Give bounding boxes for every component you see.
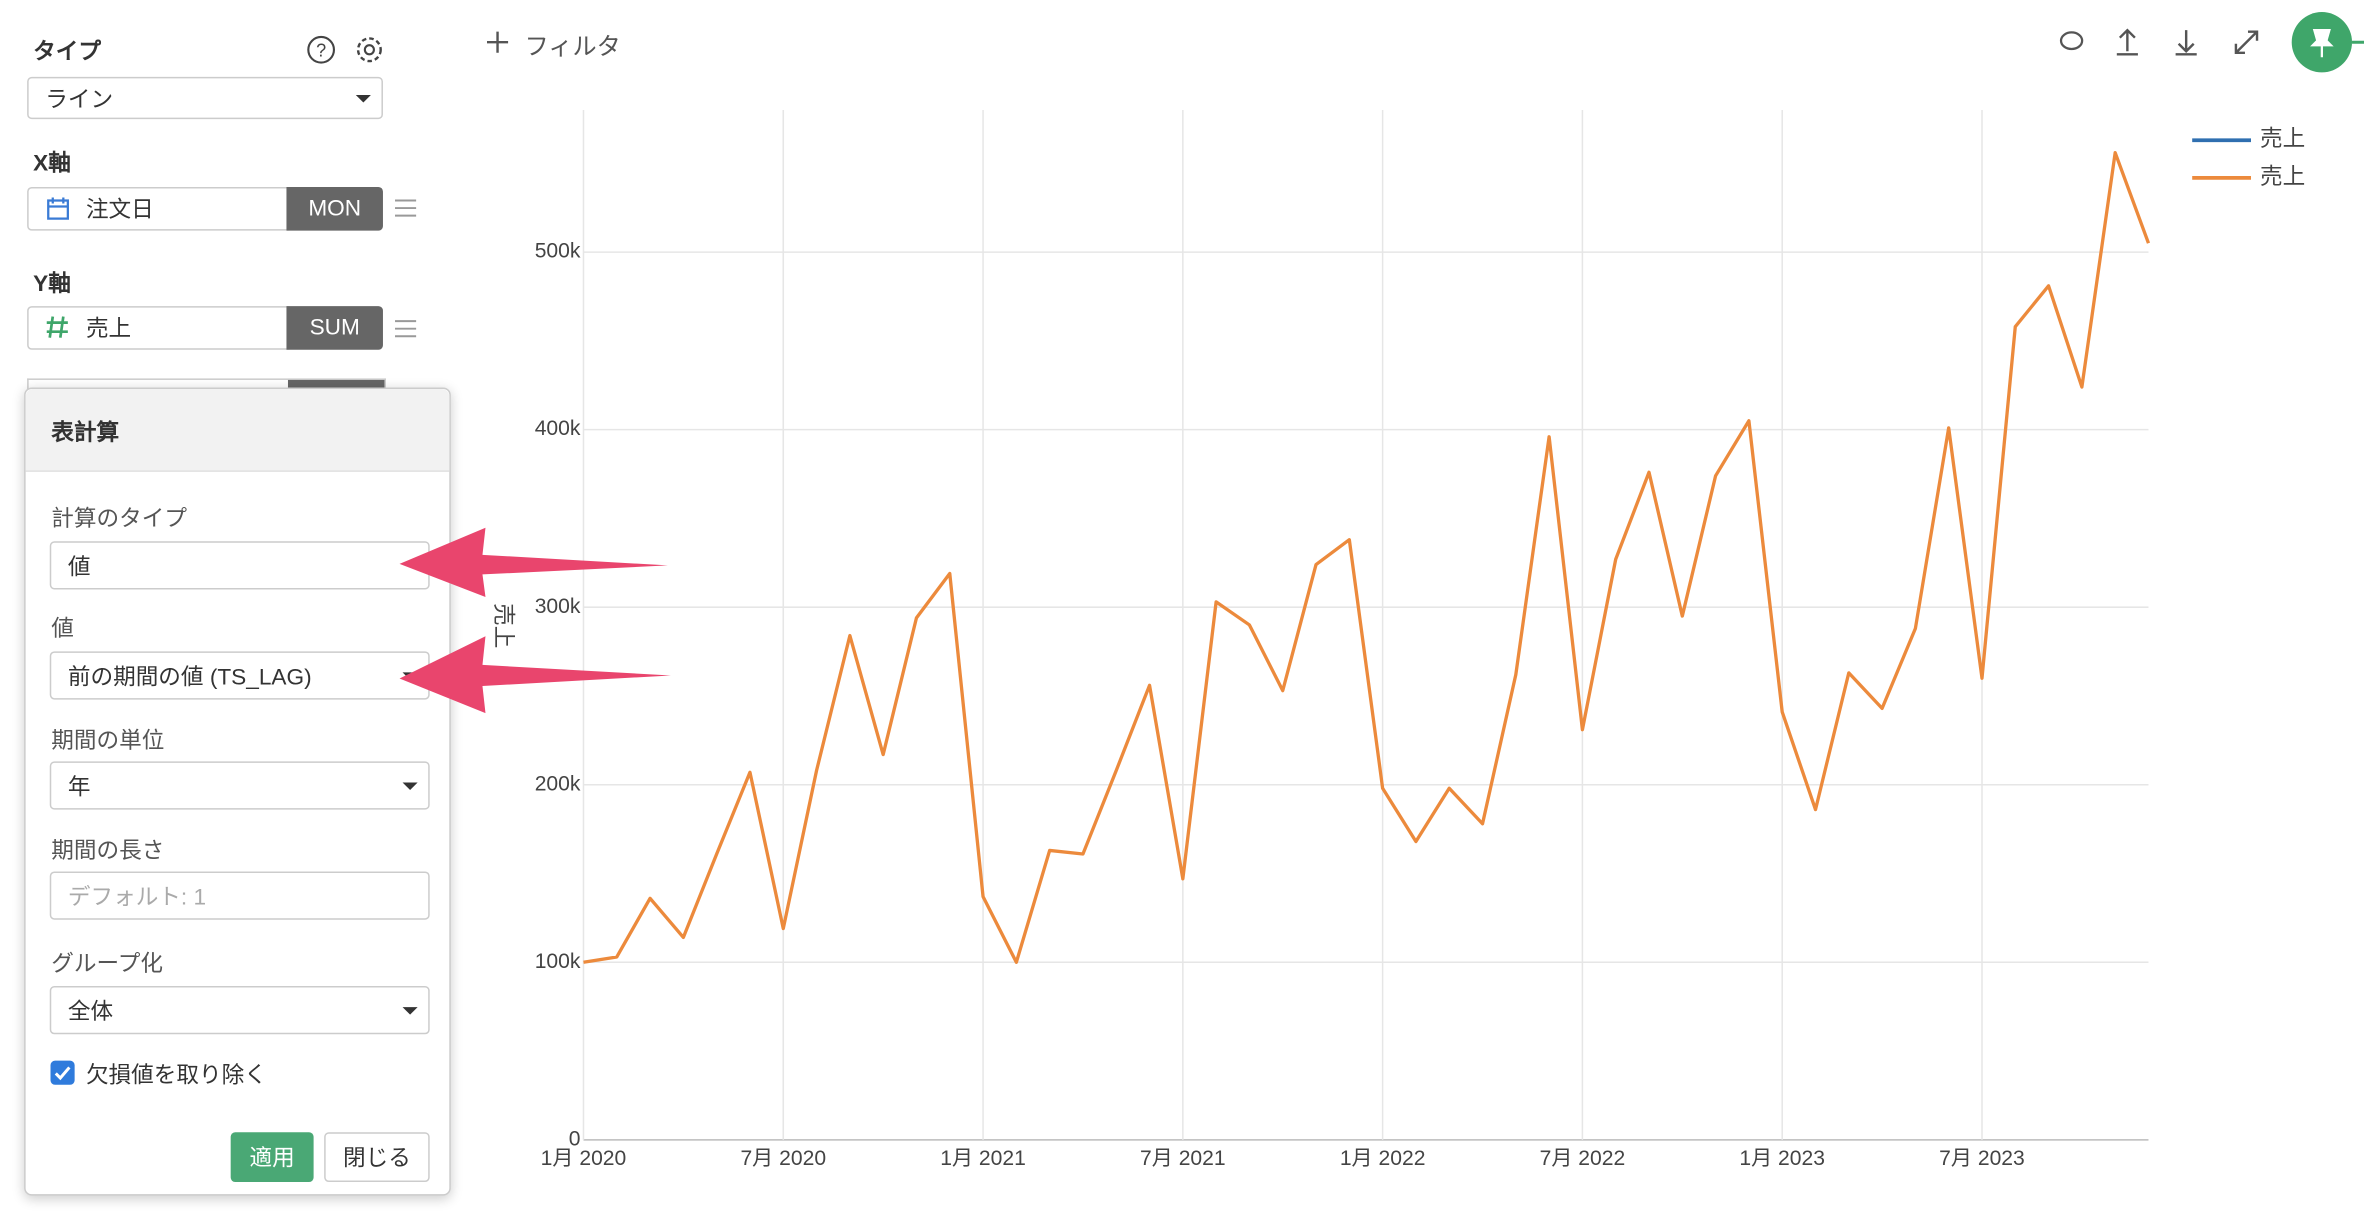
x-field[interactable]: 注文日 [27,186,290,231]
number-icon [46,316,68,338]
checkbox[interactable] [50,1060,77,1087]
y-tick-label: 100k [535,950,581,973]
x-tick-label: 7月 2023 [1939,1147,2025,1170]
x-menu-icon[interactable] [394,196,418,220]
unit-label: 期間の単位 [51,728,165,754]
type-select[interactable]: ライン [27,76,383,120]
filter-button[interactable]: フィルタ [524,34,621,61]
value-label: 値 [51,616,74,643]
value-select[interactable]: 前の期間の値 (TS_LAG) [49,651,430,700]
x-axis-label: X軸 [33,150,71,177]
length-placeholder: デフォルト: 1 [67,884,207,910]
y-axis-label: 売上 [491,603,516,648]
y-tick-label: 0 [569,1127,581,1150]
x-tick-label: 1月 2023 [1739,1147,1825,1170]
group-select[interactable]: 全体 [49,986,430,1035]
legend-label: 売上 [2260,164,2305,189]
apply-button[interactable]: 適用 [230,1132,314,1183]
calendar-icon [47,197,69,220]
x-tick-label: 7月 2020 [740,1147,826,1170]
type-label: タイプ [33,39,102,65]
y-axis-label: Y軸 [33,271,71,298]
popup-title: 表計算 [25,388,450,472]
calc-type-value: 値 [67,554,91,580]
y-tick-label: 400k [535,417,581,440]
checkbox-label: 欠損値を取り除く [85,1062,267,1089]
length-label: 期間の長さ [51,838,165,864]
x-tick-label: 7月 2021 [1140,1147,1226,1170]
x-field-name: 注文日 [85,197,154,224]
calc-type-label: 計算のタイプ [51,506,187,533]
legend-label: 売上 [2260,126,2305,151]
x-aggregation[interactable]: MON [286,186,383,231]
unit-select[interactable]: 年 [49,761,430,810]
x-tick-label: 7月 2022 [1540,1147,1626,1170]
svg-text:?: ? [316,41,326,61]
series-line [583,151,2151,964]
calc-type-input[interactable]: 値 [49,541,430,590]
type-value: ライン [45,86,114,113]
pin-button[interactable] [2289,9,2364,75]
y-field[interactable]: 売上 [27,306,290,350]
y-aggregation[interactable]: SUM [286,306,383,350]
y-tick-label: 500k [535,240,581,263]
x-tick-label: 1月 2022 [1340,1147,1426,1170]
x-tick-label: 1月 2020 [541,1147,627,1170]
unit-value: 年 [67,774,91,800]
x-tick-label: 1月 2021 [940,1147,1026,1170]
toolbar-icons[interactable] [2053,24,2279,63]
add-filter-icon[interactable] [482,27,512,57]
y-tick-label: 300k [535,595,581,618]
close-button[interactable]: 閉じる [324,1132,430,1183]
y-tick-label: 200k [535,772,581,795]
length-input[interactable]: デフォルト: 1 [49,871,430,920]
group-label: グループ化 [51,951,163,977]
help-settings-icons[interactable]: ? [305,33,389,66]
y-field-name: 売上 [85,316,132,343]
group-value: 全体 [67,998,114,1025]
y-menu-icon[interactable] [394,317,418,341]
value-value: 前の期間の値 (TS_LAG) [67,664,312,690]
